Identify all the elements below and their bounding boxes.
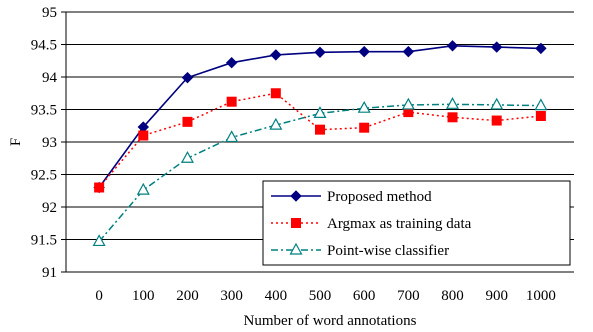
data-point bbox=[403, 107, 414, 118]
x-tick-label: 700 bbox=[397, 288, 420, 304]
data-point bbox=[181, 71, 194, 84]
data-point bbox=[182, 116, 193, 127]
data-point bbox=[225, 56, 238, 69]
data-point bbox=[315, 124, 325, 135]
data-point bbox=[357, 100, 371, 113]
data-point bbox=[491, 115, 502, 126]
axes bbox=[61, 11, 574, 273]
data-point bbox=[94, 182, 105, 193]
data-point bbox=[358, 45, 370, 58]
legend: Proposed method Argmax as training data Po… bbox=[262, 180, 571, 266]
series-3 bbox=[92, 97, 548, 247]
data-point bbox=[359, 122, 370, 133]
legend-swatch-marker bbox=[289, 242, 303, 255]
data-point bbox=[138, 130, 149, 141]
data-point bbox=[180, 151, 194, 163]
x-tick-labels: 0 100 200 300 400 500 600 700 800 900 1000 bbox=[95, 288, 555, 304]
series-2 bbox=[94, 88, 546, 193]
data-point bbox=[314, 46, 326, 59]
data-point bbox=[535, 42, 547, 55]
data-point bbox=[225, 130, 239, 143]
data-point bbox=[490, 41, 503, 53]
y-tick-labels: 91 91.5 92 92.5 93 93.5 94 94.5 95 bbox=[31, 5, 58, 281]
x-tick-label: 0 bbox=[95, 288, 103, 304]
y-axis-title: F bbox=[8, 138, 24, 146]
x-tick-label: 100 bbox=[132, 288, 155, 304]
x-tick-label: 400 bbox=[265, 288, 288, 304]
x-tick-label: 900 bbox=[485, 288, 508, 304]
data-point bbox=[402, 45, 415, 58]
data-point bbox=[92, 234, 106, 247]
y-tick-label: 95 bbox=[42, 5, 57, 21]
data-point bbox=[447, 112, 458, 123]
y-tick-label: 91.5 bbox=[31, 233, 57, 249]
legend-label: Argmax as training data bbox=[327, 216, 472, 232]
data-point bbox=[446, 97, 460, 109]
legend-item: Point-wise classifier bbox=[271, 242, 449, 259]
y-tick-label: 93.5 bbox=[31, 103, 57, 119]
y-tick-label: 91 bbox=[42, 265, 57, 281]
legend-item: Argmax as training data bbox=[271, 216, 472, 232]
y-tick-label: 92.5 bbox=[31, 168, 57, 184]
legend-label: Proposed method bbox=[327, 189, 432, 205]
data-point bbox=[401, 97, 415, 110]
legend-item: Proposed method bbox=[271, 189, 432, 205]
y-tick-label: 93 bbox=[42, 135, 57, 151]
x-tick-label: 600 bbox=[353, 288, 376, 304]
x-tick-label: 300 bbox=[220, 288, 243, 304]
data-point bbox=[226, 96, 237, 107]
x-tick-label: 200 bbox=[176, 288, 199, 304]
legend-label: Point-wise classifier bbox=[327, 243, 449, 259]
y-tick-label: 92 bbox=[42, 200, 57, 216]
data-point bbox=[136, 182, 150, 195]
data-point bbox=[490, 97, 504, 110]
data-point bbox=[269, 117, 283, 130]
data-point bbox=[270, 49, 282, 61]
data-point bbox=[313, 106, 327, 119]
data-point bbox=[535, 111, 546, 121]
series-group bbox=[92, 40, 548, 247]
y-tick-label: 94.5 bbox=[31, 38, 57, 54]
series-1 bbox=[93, 40, 547, 194]
legend-swatch-marker bbox=[290, 190, 302, 202]
y-tick-label: 94 bbox=[42, 70, 58, 86]
x-tick-label: 500 bbox=[309, 288, 332, 304]
x-tick-label: 800 bbox=[441, 288, 464, 304]
series-line bbox=[98, 103, 541, 242]
data-point bbox=[534, 98, 548, 111]
legend-box bbox=[262, 180, 571, 266]
data-point bbox=[270, 88, 281, 99]
x-tick-label: 1000 bbox=[526, 288, 556, 304]
x-axis-title: Number of word annotations bbox=[244, 313, 417, 329]
legend-swatch-marker bbox=[291, 218, 301, 228]
data-point bbox=[446, 40, 459, 52]
